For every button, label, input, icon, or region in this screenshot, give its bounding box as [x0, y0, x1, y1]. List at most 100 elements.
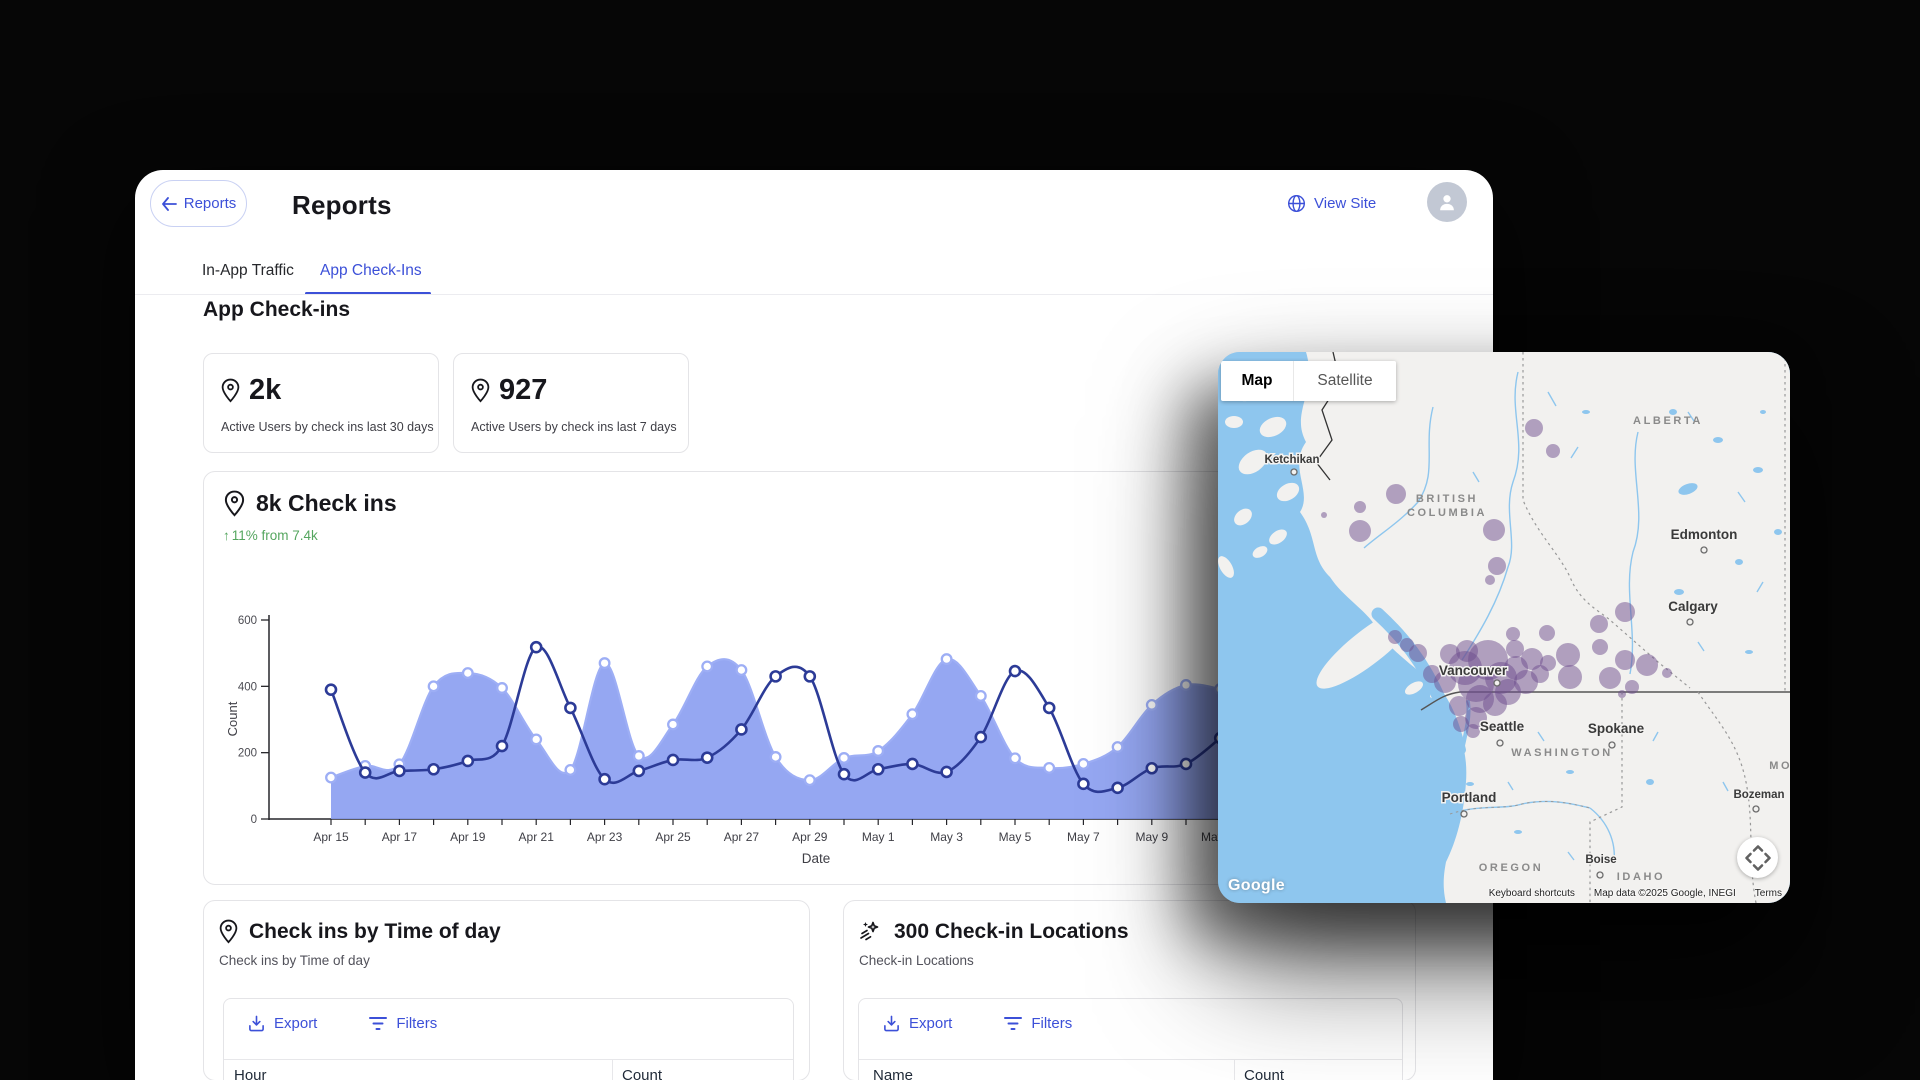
map-region-label: WASHINGTON	[1511, 747, 1613, 759]
map-type-control: Map Satellite	[1221, 361, 1396, 401]
chart-title-text: 8k Check ins	[256, 490, 397, 516]
time-of-day-title-text: Check ins by Time of day	[249, 919, 501, 943]
back-button[interactable]: Reports	[150, 180, 247, 227]
column-header-count: Count	[1244, 1067, 1285, 1080]
column-divider	[612, 1060, 613, 1080]
location-pin-icon	[471, 378, 490, 403]
locations-title-text: 300 Check-in Locations	[894, 919, 1129, 943]
map-lakes	[1466, 409, 1782, 834]
svg-text:Apr 23: Apr 23	[587, 830, 623, 844]
terms-link[interactable]: Terms	[1754, 888, 1782, 899]
svg-text:Count: Count	[225, 701, 240, 736]
map-rivers	[1363, 371, 1764, 863]
map-pan-button[interactable]	[1737, 837, 1778, 878]
locations-table-panel: Export Filters Name Count	[858, 998, 1403, 1080]
time-of-day-subtitle: Check ins by Time of day	[219, 953, 370, 968]
city-label: Seattle	[1480, 719, 1525, 734]
city-marker	[1752, 805, 1760, 813]
chart-delta: ↑ 11% from 7.4k	[223, 528, 318, 543]
column-header-name: Name	[873, 1067, 914, 1080]
city-label: Vancouver	[1439, 663, 1508, 678]
filters-label: Filters	[396, 1015, 438, 1032]
section-title: App Check-ins	[203, 298, 351, 321]
check-in-locations-map[interactable]: BRITISH COLUMBIA ALBERTA WASHINGTON OREGON ID…	[1218, 352, 1790, 903]
report-tabs: In-App Traffic App Check-Ins	[135, 244, 1493, 295]
city-marker	[1493, 679, 1501, 687]
map-labels: BRITISH COLUMBIA ALBERTA WASHINGTON OREGON ID…	[1263, 415, 1790, 883]
time-of-day-table-panel: Export Filters Hour Count	[223, 998, 794, 1080]
svg-text:Date: Date	[802, 851, 831, 866]
city-marker	[1496, 739, 1504, 747]
window-header: Reports Reports View Site In-App Traffic	[135, 170, 1493, 295]
time-of-day-title: Check ins by Time of day	[219, 919, 501, 944]
filters-button[interactable]: Filters	[369, 1015, 437, 1032]
sparkle-wand-icon	[860, 921, 879, 941]
svg-text:400: 400	[238, 681, 257, 693]
map-region-label: OREGON	[1479, 862, 1544, 874]
download-icon	[249, 1015, 264, 1032]
svg-text:May 5: May 5	[999, 830, 1032, 844]
svg-text:Apr 19: Apr 19	[450, 830, 486, 844]
export-button[interactable]: Export	[248, 1015, 317, 1032]
location-pin-icon	[224, 490, 245, 517]
city-label: Ketchikan	[1265, 454, 1320, 466]
map-region-label: MONTANA	[1769, 760, 1790, 772]
header-divider	[135, 294, 1493, 295]
view-site-button[interactable]: View Site	[1287, 194, 1376, 213]
stat-value-30-days: 2k	[249, 374, 282, 406]
city-marker	[1460, 810, 1468, 818]
svg-text:Apr 21: Apr 21	[519, 830, 555, 844]
svg-text:May 7: May 7	[1067, 830, 1100, 844]
svg-text:200: 200	[238, 748, 257, 760]
filters-button[interactable]: Filters	[1004, 1015, 1072, 1032]
city-marker	[1686, 618, 1694, 626]
check-ins-chart[interactable]: 0 200 400 600 Apr 15 Apr 17 Apr 19 Apr 21 Apr 23…	[204, 472, 1464, 886]
tab-app-check-ins[interactable]: App Check-Ins	[320, 262, 422, 279]
locations-subtitle: Check-in Locations	[859, 953, 974, 968]
user-avatar[interactable]	[1427, 182, 1467, 222]
svg-text:Apr 27: Apr 27	[724, 830, 760, 844]
chart-delta-text: 11% from 7.4k	[231, 528, 318, 543]
map-region-label: COLUMBIA	[1407, 507, 1487, 519]
chart-title: 8k Check ins	[224, 490, 397, 517]
download-icon	[884, 1015, 899, 1032]
stat-card-7-days: 927 Active Users by check ins last 7 day…	[453, 353, 689, 453]
svg-text:0: 0	[251, 814, 257, 826]
svg-text:Apr 17: Apr 17	[382, 830, 418, 844]
location-pin-icon	[219, 919, 238, 944]
filter-icon	[369, 1017, 388, 1030]
export-label: Export	[274, 1015, 318, 1032]
person-icon	[1440, 195, 1454, 211]
globe-icon	[1287, 194, 1306, 213]
keyboard-shortcuts-link[interactable]: Keyboard shortcuts	[1488, 888, 1575, 899]
city-label: Spokane	[1588, 721, 1645, 736]
export-button[interactable]: Export	[883, 1015, 952, 1032]
check-in-heat-dots	[1321, 419, 1672, 738]
locations-card: 300 Check-in Locations Check-in Location…	[843, 900, 1416, 1080]
map-canvas[interactable]: BRITISH COLUMBIA ALBERTA WASHINGTON OREGON ID…	[1218, 352, 1790, 903]
column-divider	[1234, 1060, 1235, 1080]
tab-in-app-traffic[interactable]: In-App Traffic	[202, 262, 294, 279]
city-label: Calgary	[1668, 599, 1718, 614]
view-site-label: View Site	[1314, 195, 1377, 212]
map-type-satellite-button[interactable]: Satellite	[1293, 361, 1396, 401]
city-label: Bozeman	[1733, 789, 1784, 801]
time-of-day-card: Check ins by Time of day Check ins by Ti…	[203, 900, 810, 1080]
svg-text:May 9: May 9	[1135, 830, 1168, 844]
filter-icon	[1004, 1017, 1023, 1030]
table-header-divider	[224, 1059, 793, 1060]
stat-card-30-days: 2k Active Users by check ins last 30 day…	[203, 353, 439, 453]
svg-text:600: 600	[238, 615, 257, 627]
city-marker	[1608, 741, 1616, 749]
stat-caption-30-days: Active Users by check ins last 30 days	[221, 420, 434, 434]
active-tab-underline	[305, 292, 431, 295]
city-label: Edmonton	[1671, 527, 1738, 542]
location-pin-icon	[221, 378, 240, 403]
back-arrow-icon	[161, 196, 177, 211]
city-label: Portland	[1442, 790, 1497, 805]
google-logo[interactable]: Google	[1228, 877, 1285, 894]
svg-text:May 3: May 3	[930, 830, 963, 844]
map-type-map-button[interactable]: Map	[1221, 361, 1293, 401]
table-header-divider	[859, 1059, 1402, 1060]
